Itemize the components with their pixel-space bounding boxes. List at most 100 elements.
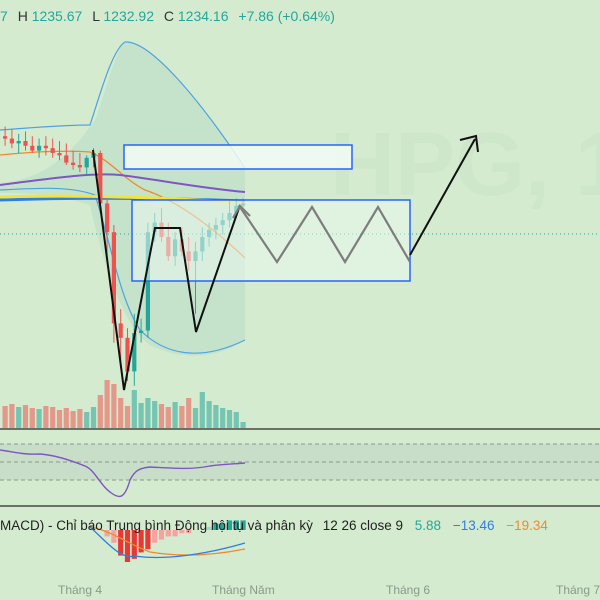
- candle-body[interactable]: [23, 141, 28, 146]
- bollinger-upper-line: [0, 41, 246, 169]
- volume-bar: [179, 406, 185, 428]
- open-value: 7: [0, 8, 8, 24]
- volume-bar: [56, 410, 63, 428]
- macd-bar: [226, 520, 233, 530]
- macd-bar: [233, 520, 239, 530]
- candle-body[interactable]: [111, 232, 116, 324]
- candle-body[interactable]: [57, 153, 62, 156]
- macd-bar: [206, 526, 212, 530]
- volume-bar: [186, 398, 192, 428]
- macd-line: [89, 526, 246, 559]
- volume-bar: [172, 402, 178, 428]
- macd-bar: [111, 530, 117, 543]
- volume-bar: [165, 407, 171, 428]
- pattern-path-line[interactable]: [92, 149, 241, 391]
- volume-bar: [192, 408, 199, 428]
- high-label: H: [18, 8, 28, 24]
- macd-value-2: −13.46: [453, 518, 495, 533]
- volume-bar: [90, 407, 97, 428]
- low-value: 1232.92: [103, 8, 154, 24]
- x-axis-label: Tháng 7: [556, 583, 600, 597]
- volume-bar: [9, 404, 15, 428]
- volume-bar: [63, 408, 69, 428]
- watermark-text: HPG, 1D: [330, 115, 600, 215]
- candle-body[interactable]: [50, 148, 55, 153]
- volume-bar: [199, 392, 205, 428]
- macd-bar: [145, 530, 151, 550]
- macd-bar: [186, 530, 192, 534]
- volume-bars: [2, 380, 246, 428]
- volume-bar: [220, 408, 226, 428]
- volume-bar: [145, 398, 151, 428]
- volume-bar: [29, 408, 35, 428]
- low-label: L: [92, 8, 100, 24]
- volume-bar: [77, 409, 83, 428]
- close-value: 1234.16: [178, 8, 229, 24]
- bollinger-lower-line: [0, 187, 246, 354]
- candle-body[interactable]: [105, 203, 110, 233]
- macd-signal-line: [89, 526, 246, 556]
- change-value: +7.86 (+0.64%): [238, 8, 335, 24]
- macd-bar: [165, 530, 171, 537]
- volume-bar: [97, 395, 103, 428]
- volume-bar: [152, 401, 158, 428]
- volume-bar: [226, 410, 233, 428]
- consolidation-zone-box[interactable]: [131, 199, 411, 282]
- volume-bar: [118, 398, 124, 428]
- macd-bar: [104, 530, 110, 537]
- candle-body[interactable]: [16, 141, 21, 144]
- macd-bar: [213, 523, 219, 530]
- macd-value-1: 5.88: [415, 518, 441, 533]
- volume-bar: [104, 380, 110, 428]
- x-axis-label: Tháng 4: [58, 583, 102, 597]
- breakout-arrow-line[interactable]: [409, 138, 476, 256]
- forecast-arrowhead: [232, 204, 251, 219]
- volume-bar: [233, 412, 239, 428]
- macd-bar: [179, 530, 185, 534]
- volume-bar: [22, 405, 29, 428]
- candle-body[interactable]: [125, 337, 130, 372]
- macd-title: MACD) - Chỉ báo Trung bình Động hội tụ v…: [0, 518, 313, 533]
- volume-bar: [70, 411, 76, 428]
- ma-purple-line: [0, 173, 246, 193]
- volume-bar: [131, 390, 137, 428]
- volume-bar: [16, 407, 22, 428]
- candle-body[interactable]: [118, 323, 123, 338]
- ohlc-header: 7 H 1235.67 L 1232.92 C 1234.16 +7.86 (+…: [0, 8, 335, 24]
- volume-bar: [2, 406, 8, 428]
- volume-bar: [124, 406, 131, 428]
- x-axis-label: Tháng Năm: [212, 583, 275, 597]
- volume-bar: [43, 406, 49, 428]
- candle-body[interactable]: [98, 153, 103, 204]
- macd-params: 12 26 close 9: [323, 518, 403, 533]
- volume-bar: [84, 412, 90, 428]
- macd-bar: [158, 530, 165, 540]
- candle-body[interactable]: [3, 136, 8, 139]
- macd-legend[interactable]: MACD) - Chỉ báo Trung bình Động hội tụ v…: [0, 518, 548, 533]
- macd-bar: [240, 520, 246, 530]
- macd-bar: [124, 530, 131, 562]
- high-value: 1235.67: [32, 8, 83, 24]
- oscillator-band: [0, 444, 600, 480]
- candle-body[interactable]: [43, 145, 48, 149]
- volume-bar: [111, 384, 117, 428]
- candle-body[interactable]: [139, 330, 144, 333]
- candle-body[interactable]: [77, 165, 82, 168]
- candle-body[interactable]: [30, 145, 35, 151]
- candle-body[interactable]: [64, 155, 69, 163]
- candle-body[interactable]: [84, 157, 89, 168]
- breakout-arrowhead: [459, 134, 479, 153]
- candle-body[interactable]: [71, 162, 76, 165]
- candle-body[interactable]: [37, 145, 42, 151]
- candle-body[interactable]: [132, 333, 137, 372]
- forecast-zigzag-line[interactable]: [239, 204, 411, 265]
- macd-bar: [220, 523, 226, 530]
- resistance-zone-box[interactable]: [123, 144, 353, 170]
- macd-value-3: −19.34: [506, 518, 548, 533]
- x-axis-label: Tháng 6: [386, 583, 430, 597]
- volume-bar: [138, 403, 144, 428]
- candle-body[interactable]: [9, 138, 14, 144]
- macd-bar: [131, 530, 137, 559]
